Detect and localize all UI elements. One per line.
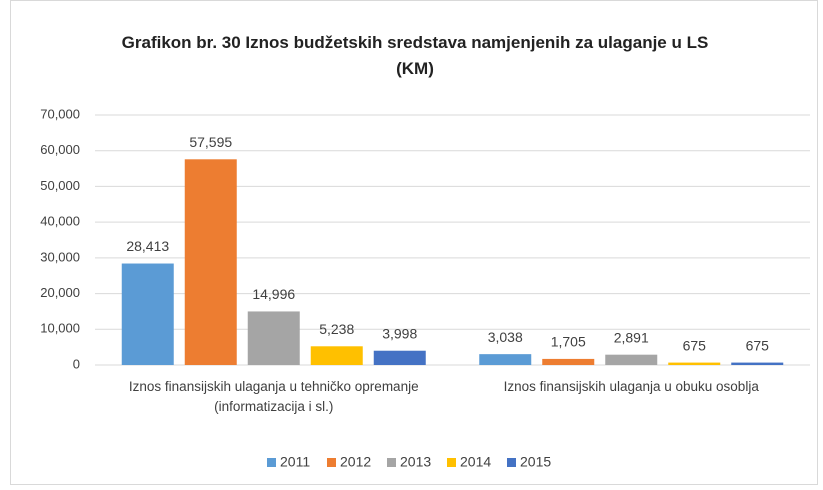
legend-label: 2011 — [280, 454, 310, 470]
y-tick-label: 20,000 — [40, 285, 80, 300]
y-tick-label: 60,000 — [40, 142, 80, 157]
y-tick-label: 30,000 — [40, 249, 80, 264]
y-tick-label: 10,000 — [40, 321, 80, 336]
y-tick-label: 50,000 — [40, 178, 80, 193]
chart-title: Grafikon br. 30 Iznos budžetskih sredsta… — [121, 33, 709, 78]
data-label: 5,238 — [319, 321, 354, 337]
data-label: 1,705 — [551, 334, 586, 350]
bar — [373, 350, 426, 365]
bar — [310, 346, 363, 365]
bar — [668, 362, 721, 365]
bar — [184, 159, 237, 365]
data-label: 675 — [683, 337, 707, 353]
x-tick-label: Iznos finansijskih ulaganja u obuku osob… — [503, 379, 759, 394]
bar — [121, 263, 174, 365]
y-tick-label: 0 — [73, 356, 80, 371]
legend-swatch — [327, 458, 336, 467]
data-label: 57,595 — [189, 134, 232, 150]
legend-swatch — [387, 458, 396, 467]
legend-label: 2013 — [400, 454, 431, 470]
legend-label: 2012 — [340, 454, 371, 470]
bar — [542, 358, 595, 365]
legend-label: 2014 — [460, 454, 491, 470]
bar — [731, 362, 784, 365]
bar — [605, 354, 658, 365]
legend-swatch — [447, 458, 456, 467]
data-label: 675 — [746, 337, 770, 353]
y-tick-label: 40,000 — [40, 214, 80, 229]
data-label: 3,998 — [382, 325, 417, 341]
legend-swatch — [267, 458, 276, 467]
data-label: 14,996 — [252, 286, 295, 302]
legend-swatch — [507, 458, 516, 467]
y-tick-label: 70,000 — [40, 106, 80, 121]
data-label: 3,038 — [488, 329, 523, 345]
bar — [247, 311, 300, 365]
data-label: 2,891 — [614, 329, 649, 345]
legend-label: 2015 — [520, 454, 551, 470]
bar — [479, 354, 532, 365]
data-label: 28,413 — [126, 238, 169, 254]
x-tick-label: Iznos finansijskih ulaganja u tehničko o… — [128, 379, 419, 414]
chart-border — [10, 0, 818, 485]
